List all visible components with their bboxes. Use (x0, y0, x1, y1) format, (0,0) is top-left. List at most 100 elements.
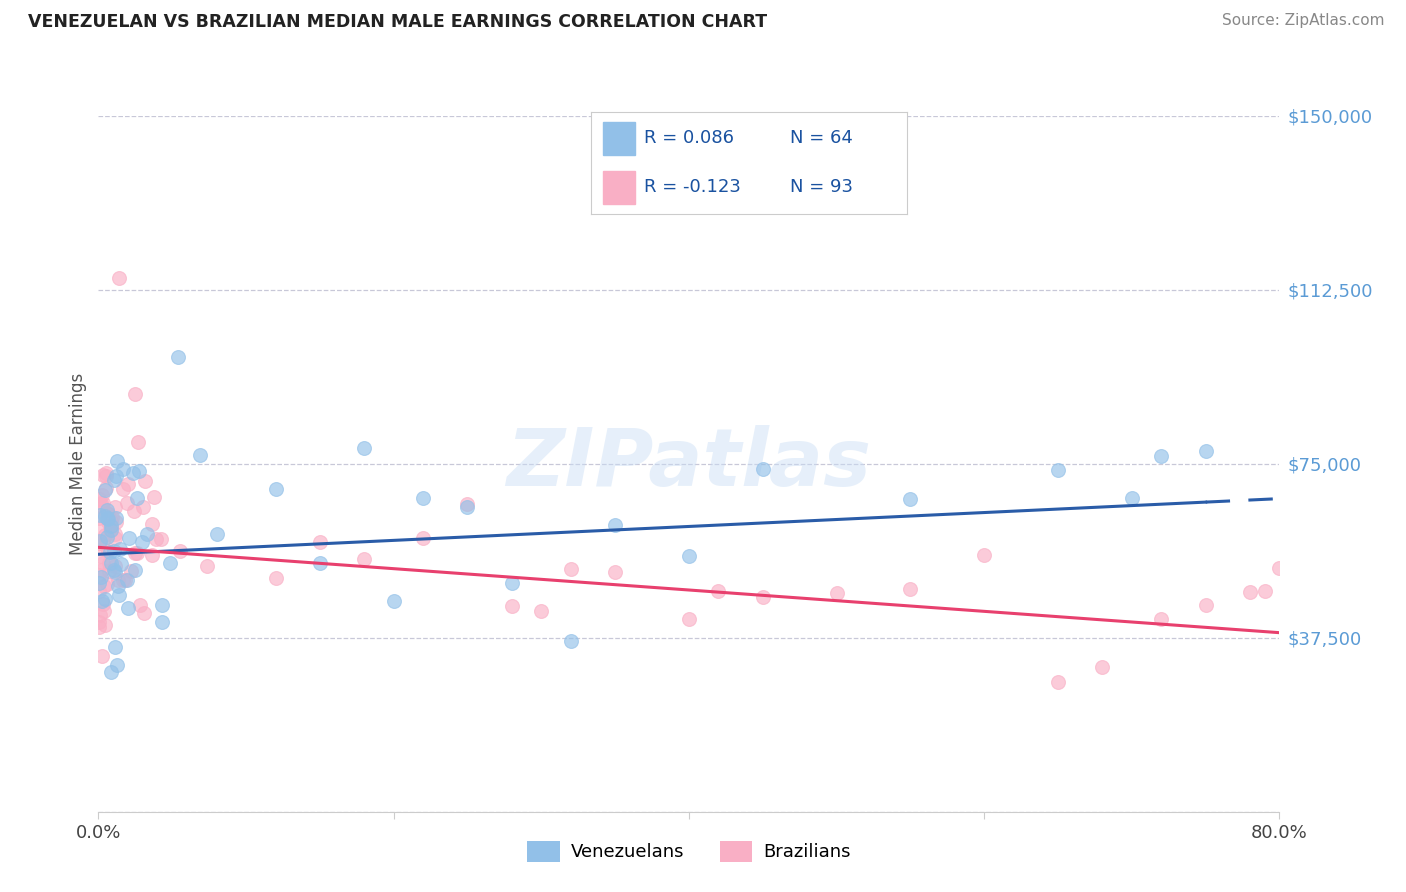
Point (501, 599, 523, 613)
Point (900, 492, 922, 507)
Point (96, 502, 118, 516)
Point (122, 504, 145, 518)
Point (108, 588, 131, 602)
Point (90, 496, 112, 510)
Point (135, 526, 157, 541)
Point (128, 599, 150, 613)
Point (100, 524, 122, 538)
Point (91, 556, 114, 570)
Point (530, 604, 553, 618)
Point (1195, 599, 1218, 613)
Point (117, 600, 139, 615)
Point (94, 483, 117, 498)
Point (89, 535, 111, 549)
Point (97, 556, 120, 570)
Point (117, 477, 139, 491)
Point (89, 620, 111, 634)
Text: R = 0.086: R = 0.086 (644, 129, 734, 147)
Point (114, 573, 136, 587)
Text: N = 93: N = 93 (790, 178, 853, 196)
Point (90, 488, 112, 502)
Point (105, 516, 128, 530)
Point (121, 467, 143, 481)
Point (91, 467, 114, 482)
Point (97, 564, 120, 578)
Point (134, 475, 156, 489)
Point (264, 482, 287, 496)
Point (89, 510, 111, 524)
Point (1150, 449, 1173, 463)
Point (110, 557, 132, 571)
Point (124, 387, 146, 401)
Point (1046, 463, 1069, 477)
Point (751, 461, 773, 475)
Point (132, 606, 155, 620)
Legend: Venezuelans, Brazilians: Venezuelans, Brazilians (520, 833, 858, 869)
Bar (603, 122, 636, 154)
Point (96, 530, 118, 544)
Point (707, 583, 730, 598)
Point (120, 564, 142, 578)
Point (382, 593, 405, 607)
Text: R = -0.123: R = -0.123 (644, 178, 741, 196)
Point (90, 570, 112, 584)
Point (91, 594, 114, 608)
Point (1091, 660, 1114, 674)
Point (1121, 491, 1143, 506)
Text: ZIPatlas: ZIPatlas (506, 425, 872, 503)
Point (264, 571, 287, 585)
Point (105, 510, 128, 524)
Text: Source: ZipAtlas.com: Source: ZipAtlas.com (1222, 13, 1385, 29)
Point (143, 490, 166, 504)
Point (100, 523, 122, 537)
Point (91, 534, 114, 549)
Point (96, 510, 118, 524)
Point (825, 586, 848, 600)
Point (93, 508, 115, 523)
Point (93, 604, 115, 618)
Point (94, 528, 117, 542)
Point (104, 526, 127, 541)
Point (112, 573, 135, 587)
Point (205, 526, 228, 541)
Point (96, 506, 118, 520)
Point (104, 640, 127, 655)
Point (104, 468, 127, 483)
Point (93, 579, 115, 593)
Point (412, 531, 434, 545)
Point (107, 579, 129, 593)
Point (100, 514, 122, 528)
Point (89, 584, 111, 599)
Point (560, 633, 582, 648)
Point (1046, 674, 1069, 689)
Point (900, 582, 922, 596)
Point (103, 544, 125, 558)
Point (150, 598, 173, 612)
Point (104, 565, 127, 579)
Point (145, 533, 167, 547)
Point (124, 546, 146, 560)
Point (132, 500, 155, 514)
Point (100, 556, 122, 570)
Point (100, 519, 122, 533)
Point (96, 576, 118, 591)
Point (150, 615, 173, 630)
Point (104, 531, 127, 545)
Point (167, 350, 190, 364)
Point (91, 563, 114, 577)
Point (94, 481, 117, 495)
Point (309, 556, 332, 570)
Point (159, 556, 181, 570)
Point (91, 496, 114, 510)
Point (89, 549, 111, 563)
Point (93, 618, 115, 632)
Point (678, 549, 700, 563)
Point (973, 548, 995, 562)
Point (89, 491, 111, 506)
Point (101, 509, 124, 524)
Point (1195, 443, 1218, 458)
Point (89, 567, 111, 582)
Text: VENEZUELAN VS BRAZILIAN MEDIAN MALE EARNINGS CORRELATION CHART: VENEZUELAN VS BRAZILIAN MEDIAN MALE EARN… (28, 13, 768, 31)
Point (169, 544, 191, 558)
Point (94, 469, 117, 483)
